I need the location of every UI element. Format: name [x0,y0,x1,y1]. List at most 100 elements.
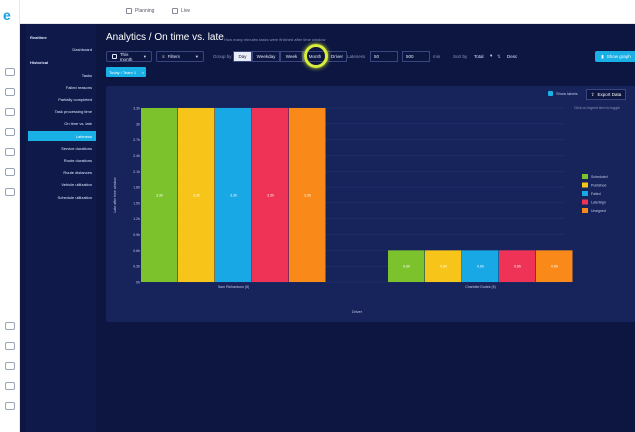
legend-entry[interactable]: Published [591,184,606,188]
main-content: Analytics / On time vs. late How many mi… [100,24,635,432]
export-data-button[interactable]: ⇪ Export Data [586,89,626,100]
sidebar-item-dashboard[interactable]: Dashboard [72,46,92,52]
sidebar-item-failed-reasons[interactable]: Failed reasons [65,84,92,90]
period-select[interactable]: This month ▾ [106,51,152,62]
download-icon[interactable] [5,342,15,350]
cursor-highlight [304,44,328,68]
sidebar-item-partially-completed[interactable]: Partially completed [58,96,92,102]
refresh-icon[interactable] [5,322,15,330]
bar-scheduled-1[interactable] [388,250,425,282]
route-icon[interactable] [5,88,15,96]
sidebar-item-tasks[interactable]: Tasks [81,72,92,78]
bar-late-sign-0[interactable] [252,108,289,282]
x-axis-label: Driver [352,310,363,314]
filter-chip[interactable]: Today / Team 1 × [106,67,146,77]
period-value: This month [119,51,133,62]
nav-live[interactable]: Live [172,8,190,14]
export-icon: ⇪ [590,91,595,97]
group-by-day[interactable]: Day [233,51,252,62]
legend-swatch[interactable] [582,174,588,179]
legend-entry[interactable]: Failed [591,192,601,196]
sidebar-item-vehicle-utilization[interactable]: Vehicle utilization [61,181,92,187]
calendar-icon[interactable] [5,168,15,176]
sidebar-item-service-durations[interactable]: Service durations [61,145,92,151]
sidebar-item-route-durations[interactable]: Route durations [63,157,92,163]
analytics-app: Realtime Dashboard Historical Tasks Failed r… [20,24,635,432]
tasks-icon[interactable] [5,108,15,116]
chart-panel: Show labels ⇪ Export Data Click on legen… [106,86,635,322]
legend-entry[interactable]: Unsigned [591,209,606,213]
sort-by-label: Sort by [453,54,468,59]
legend-entry[interactable]: Late/Sign [591,201,606,205]
clock-icon[interactable] [5,382,15,390]
map-icon[interactable] [5,68,15,76]
show-graph-button[interactable]: ▮ Show graph [595,51,635,62]
filters-label: Filters [167,54,180,59]
legend-swatch[interactable] [582,182,588,188]
sidebar-item-lateness[interactable]: Lateness [28,131,96,141]
nav-planning-label: Planning [135,8,155,14]
sidebar-item-schedule-utilization[interactable]: Schedule utilization [57,194,92,200]
chevron-down-icon: ▾ [195,53,198,59]
filter-chip-label: Today / Team 1 [109,69,137,75]
bar-failed-1[interactable] [462,250,499,282]
export-label: Export Data [597,92,622,97]
analytics-sidebar: Realtime Dashboard Historical Tasks Failed r… [26,24,96,432]
lateness-label: Lateness [347,54,366,59]
legend-swatch[interactable] [582,208,588,213]
app-logo: e [3,7,11,23]
x-tick-label: Charlotte Dudek (5) [465,285,496,289]
page-subtitle: How many minutes tasks were finished aft… [224,37,326,42]
legend-swatch[interactable] [582,191,588,196]
legend-swatch[interactable] [582,199,588,205]
sidebar-item-route-distances[interactable]: Route distances [63,169,92,175]
lateness-to-input[interactable]: 500 [402,51,430,62]
sort-direction[interactable]: Desc [507,54,518,59]
bar-late-sign-1[interactable] [499,250,536,282]
checkbox-checked-icon [548,91,553,96]
legend-hint: Click on legend item to toggle [574,106,620,110]
sort-by-select[interactable]: Total [474,54,484,59]
live-icon [172,8,178,14]
bar-data-label: 0.6h [514,265,521,269]
bar-published-0[interactable] [178,108,215,282]
group-by-week[interactable]: Week [280,51,303,62]
gear-icon[interactable] [5,402,15,410]
bar-scheduled-0[interactable] [141,108,178,282]
bar-unsigned-0[interactable] [289,108,326,282]
filters-button[interactable]: ≡ Filters ▾ [156,51,204,62]
y-tick-label: 0h [136,281,140,285]
show-labels-label: Show labels [556,91,578,96]
group-by-driver[interactable]: Driver [327,51,347,62]
close-icon[interactable]: × [141,69,144,75]
sort-direction-arrows-icon[interactable]: ⇅ [497,54,501,59]
bar-data-label: 3.3h [230,194,237,198]
sidebar-item-realtime: Realtime [30,34,47,40]
sidebar-item-on-time-vs-late[interactable]: On time vs. late [64,120,92,126]
show-labels-checkbox[interactable]: Show labels [548,91,578,96]
bar-data-label: 0.6h [440,265,447,269]
nav-planning[interactable]: Planning [126,8,154,14]
y-tick-label: 0.3h [133,265,140,269]
bar-published-1[interactable] [425,250,462,282]
y-axis-label: Late after time window [113,177,117,212]
y-tick-label: 3.3h [133,107,140,111]
lateness-from-input[interactable]: 50 [370,51,398,62]
help-icon[interactable] [5,362,15,370]
y-tick-label: 1.5h [133,201,140,205]
users-icon[interactable] [5,128,15,136]
vehicle-icon[interactable] [5,148,15,156]
bar-failed-0[interactable] [215,108,252,282]
sidebar-item-task-processing-time[interactable]: Task processing time [54,108,92,114]
bar-unsigned-1[interactable] [536,250,573,282]
y-tick-label: 2.7h [133,138,140,142]
y-tick-label: 2.4h [133,154,140,158]
page-title: Analytics / On time vs. late [106,32,224,43]
group-by-weekday[interactable]: Weekday [252,51,280,62]
calendar-small-icon [112,54,117,59]
analytics-icon[interactable] [5,188,15,196]
chart-icon: ▮ [601,53,604,59]
legend-entry[interactable]: Scheduled [591,175,608,179]
bar-data-label: 3.3h [304,194,311,198]
